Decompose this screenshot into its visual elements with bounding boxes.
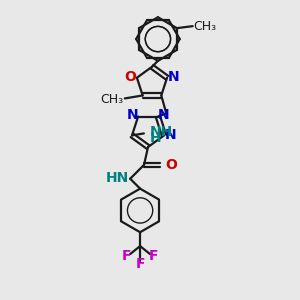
Text: N: N <box>168 70 180 84</box>
Text: N: N <box>165 128 177 142</box>
Text: F: F <box>122 249 131 263</box>
Text: CH₃: CH₃ <box>101 93 124 106</box>
Text: NH: NH <box>150 125 173 140</box>
Text: O: O <box>165 158 177 172</box>
Text: H: H <box>150 131 161 146</box>
Text: F: F <box>149 249 159 263</box>
Text: N: N <box>126 108 138 122</box>
Text: O: O <box>124 70 136 84</box>
Text: F: F <box>135 257 145 271</box>
Text: N: N <box>158 108 170 122</box>
Text: HN: HN <box>106 171 129 185</box>
Text: CH₃: CH₃ <box>194 20 217 33</box>
